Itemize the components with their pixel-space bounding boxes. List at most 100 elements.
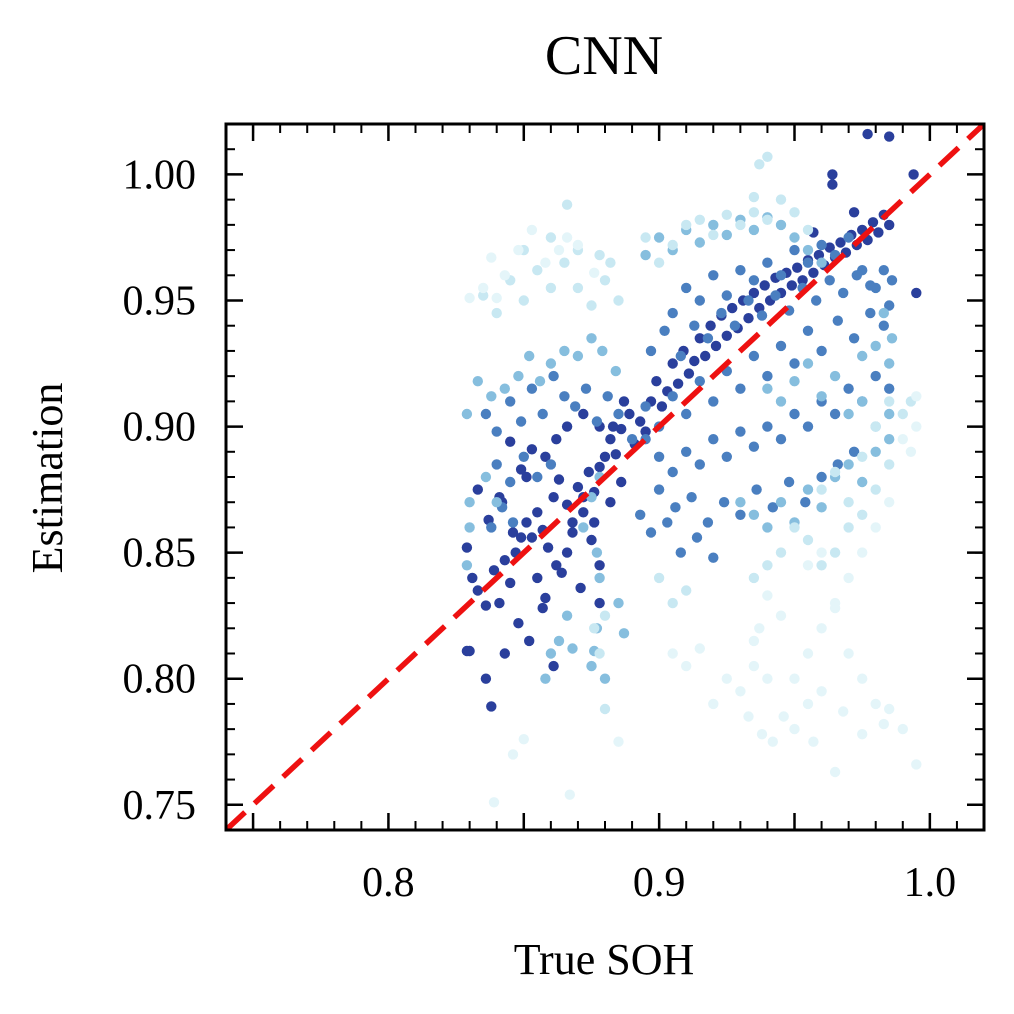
data-point bbox=[870, 698, 881, 710]
data-point bbox=[561, 232, 573, 243]
data-point bbox=[721, 290, 732, 301]
data-point bbox=[491, 459, 502, 470]
data-point bbox=[572, 481, 584, 493]
data-point bbox=[526, 383, 538, 394]
data-point bbox=[461, 560, 473, 571]
data-point bbox=[681, 585, 692, 596]
data-point bbox=[762, 560, 773, 571]
data-point bbox=[594, 597, 605, 609]
data-point bbox=[591, 416, 603, 427]
data-point bbox=[561, 199, 573, 210]
data-point bbox=[816, 484, 827, 495]
data-point bbox=[640, 426, 651, 437]
data-point bbox=[572, 239, 584, 251]
data-point bbox=[835, 237, 846, 248]
data-point bbox=[594, 560, 605, 571]
y-tick-label: 0.75 bbox=[123, 783, 197, 829]
data-point bbox=[848, 446, 860, 457]
data-point bbox=[689, 320, 700, 331]
data-point bbox=[694, 643, 705, 654]
data-point bbox=[857, 729, 868, 740]
data-point bbox=[857, 509, 868, 520]
data-point bbox=[694, 333, 705, 344]
data-point bbox=[653, 257, 665, 268]
data-point bbox=[884, 396, 895, 407]
data-points bbox=[461, 128, 922, 808]
data-point bbox=[653, 484, 665, 495]
data-point bbox=[727, 302, 738, 314]
data-point bbox=[716, 307, 727, 319]
data-point bbox=[789, 376, 800, 387]
data-point bbox=[580, 383, 592, 394]
data-point bbox=[824, 242, 835, 253]
data-point bbox=[667, 466, 678, 478]
data-point bbox=[762, 257, 773, 268]
data-point bbox=[561, 421, 573, 432]
data-point bbox=[602, 391, 613, 402]
data-point bbox=[670, 502, 681, 513]
data-point bbox=[884, 459, 895, 470]
data-point bbox=[843, 459, 854, 470]
data-point bbox=[491, 497, 502, 508]
data-point bbox=[802, 421, 814, 432]
data-point bbox=[729, 320, 741, 331]
data-point bbox=[540, 451, 551, 462]
data-point bbox=[811, 295, 822, 306]
data-point bbox=[513, 244, 524, 256]
data-point bbox=[878, 307, 889, 319]
data-point bbox=[605, 497, 616, 508]
data-point bbox=[735, 426, 746, 437]
data-point bbox=[808, 736, 819, 747]
data-point bbox=[624, 408, 635, 420]
data-point bbox=[775, 396, 787, 407]
data-point bbox=[610, 365, 621, 377]
data-point bbox=[486, 252, 497, 263]
data-point bbox=[694, 459, 705, 470]
data-point bbox=[843, 572, 854, 584]
axis-ticks: 0.75 0.80 0.85 0.90 0.95 1.00 0.8 0.9 1.0 bbox=[123, 124, 984, 906]
data-point bbox=[505, 577, 516, 589]
data-point bbox=[884, 300, 895, 311]
data-point bbox=[884, 383, 895, 394]
data-point bbox=[505, 396, 516, 407]
data-point bbox=[802, 560, 814, 571]
data-point bbox=[672, 378, 684, 389]
data-point bbox=[789, 358, 800, 369]
data-point bbox=[464, 292, 475, 304]
data-point bbox=[816, 391, 827, 402]
data-point bbox=[605, 434, 616, 445]
data-point bbox=[486, 701, 497, 712]
data-point bbox=[708, 698, 719, 710]
data-point bbox=[540, 592, 551, 604]
data-point bbox=[884, 497, 895, 508]
data-point bbox=[526, 444, 538, 455]
data-point bbox=[513, 370, 524, 382]
data-point bbox=[691, 532, 703, 543]
data-point bbox=[748, 207, 760, 218]
reference-line-group bbox=[226, 124, 984, 830]
data-point bbox=[561, 547, 573, 558]
data-point bbox=[518, 295, 529, 306]
data-point bbox=[870, 370, 881, 382]
data-point bbox=[521, 517, 532, 528]
data-point bbox=[686, 492, 697, 503]
x-axis-label: True SOH bbox=[514, 935, 695, 984]
data-point bbox=[532, 265, 543, 276]
data-point bbox=[721, 209, 732, 220]
data-point bbox=[735, 497, 746, 508]
data-point bbox=[507, 527, 519, 538]
data-point bbox=[762, 151, 773, 162]
data-point bbox=[521, 471, 532, 483]
data-point bbox=[491, 426, 502, 437]
data-point bbox=[783, 476, 795, 488]
data-point bbox=[824, 275, 835, 286]
data-point bbox=[748, 224, 760, 236]
y-tick-label: 0.80 bbox=[123, 657, 197, 703]
data-point bbox=[708, 229, 719, 241]
data-point bbox=[694, 295, 705, 306]
data-point bbox=[735, 509, 746, 520]
data-point bbox=[870, 421, 881, 432]
data-point bbox=[559, 257, 570, 268]
data-point bbox=[721, 673, 732, 684]
data-point bbox=[540, 673, 551, 684]
